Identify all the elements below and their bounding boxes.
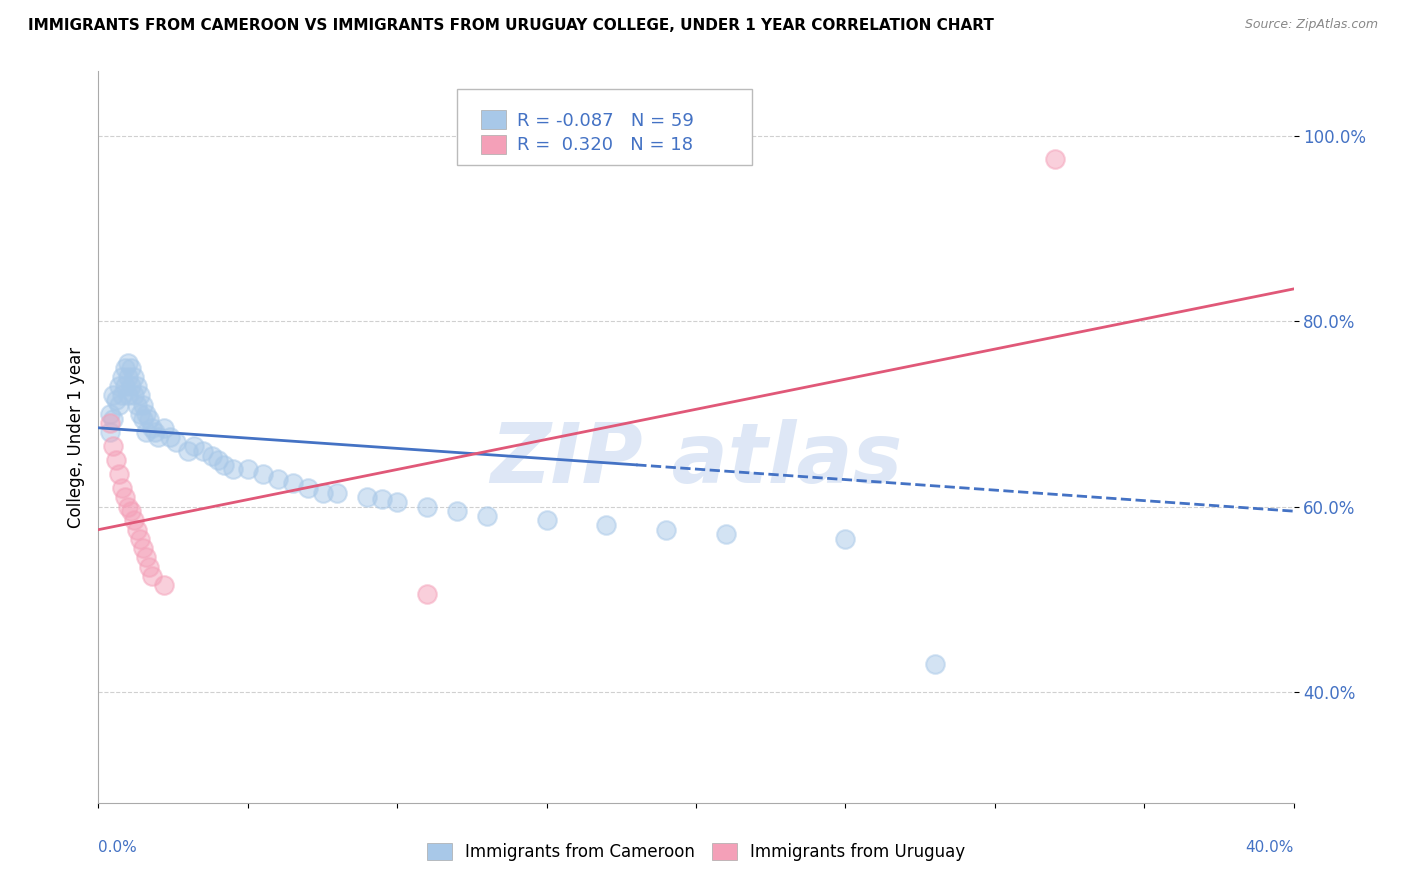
Point [385, 495, 409, 509]
Point [132, 411, 155, 425]
Point [416, 587, 439, 601]
Point [446, 504, 468, 518]
Point [371, 492, 394, 507]
Text: R = -0.087   N = 59: R = -0.087 N = 59 [517, 112, 695, 129]
Point [108, 379, 131, 393]
Point [138, 559, 160, 574]
Point [127, 379, 149, 393]
Point [1043, 153, 1066, 167]
Point [141, 569, 163, 583]
Point [108, 398, 131, 412]
Point [117, 356, 139, 370]
Point [127, 523, 149, 537]
Point [135, 407, 157, 421]
Point [111, 481, 134, 495]
Point [117, 500, 139, 514]
Point [135, 550, 157, 565]
Point [212, 458, 235, 472]
Legend: Immigrants from Cameroon, Immigrants from Uruguay: Immigrants from Cameroon, Immigrants fro… [420, 836, 972, 868]
Point [222, 462, 245, 476]
Point [924, 657, 946, 671]
Point [129, 407, 152, 421]
Point [98, 416, 122, 430]
Point [177, 444, 200, 458]
Point [124, 388, 146, 402]
Point [105, 392, 128, 407]
Point [191, 444, 214, 458]
Point [108, 467, 131, 482]
Point [141, 421, 163, 435]
Point [165, 434, 187, 449]
Point [111, 370, 134, 384]
Point [98, 407, 122, 421]
Point [595, 518, 617, 533]
Point [127, 398, 149, 412]
Point [311, 485, 333, 500]
Point [120, 360, 142, 375]
Point [120, 504, 142, 518]
Point [834, 532, 856, 546]
Point [475, 508, 498, 523]
Point [105, 453, 128, 467]
Point [236, 462, 259, 476]
Point [114, 379, 136, 393]
Text: ZIP atlas: ZIP atlas [489, 418, 903, 500]
Point [148, 430, 170, 444]
Point [252, 467, 274, 482]
Point [207, 453, 229, 467]
Point [124, 370, 146, 384]
Point [120, 379, 142, 393]
Point [143, 425, 166, 440]
Point [114, 360, 136, 375]
Point [132, 541, 155, 556]
Text: 40.0%: 40.0% [1246, 840, 1294, 855]
Text: Source: ZipAtlas.com: Source: ZipAtlas.com [1244, 18, 1378, 31]
Text: R =  0.320   N = 18: R = 0.320 N = 18 [517, 136, 693, 154]
Point [98, 425, 122, 440]
Point [135, 425, 157, 440]
Point [117, 388, 139, 402]
Point [103, 388, 125, 402]
Point [153, 578, 176, 592]
Text: IMMIGRANTS FROM CAMEROON VS IMMIGRANTS FROM URUGUAY COLLEGE, UNDER 1 YEAR CORREL: IMMIGRANTS FROM CAMEROON VS IMMIGRANTS F… [28, 18, 994, 33]
Point [103, 411, 125, 425]
Point [103, 439, 125, 453]
Point [536, 513, 558, 527]
Point [111, 388, 134, 402]
Point [132, 398, 155, 412]
Point [117, 370, 139, 384]
Point [159, 430, 181, 444]
Point [281, 476, 304, 491]
Point [138, 411, 160, 425]
Point [201, 449, 224, 463]
Point [655, 523, 678, 537]
Point [129, 532, 152, 546]
Point [124, 513, 146, 527]
Point [326, 485, 349, 500]
Point [153, 421, 176, 435]
Point [129, 388, 152, 402]
Point [416, 500, 439, 514]
Y-axis label: College, Under 1 year: College, Under 1 year [66, 346, 84, 528]
Point [183, 439, 205, 453]
Point [114, 490, 136, 504]
Point [267, 472, 290, 486]
Text: 0.0%: 0.0% [98, 840, 138, 855]
Point [356, 490, 378, 504]
Point [297, 481, 319, 495]
Point [714, 527, 737, 541]
